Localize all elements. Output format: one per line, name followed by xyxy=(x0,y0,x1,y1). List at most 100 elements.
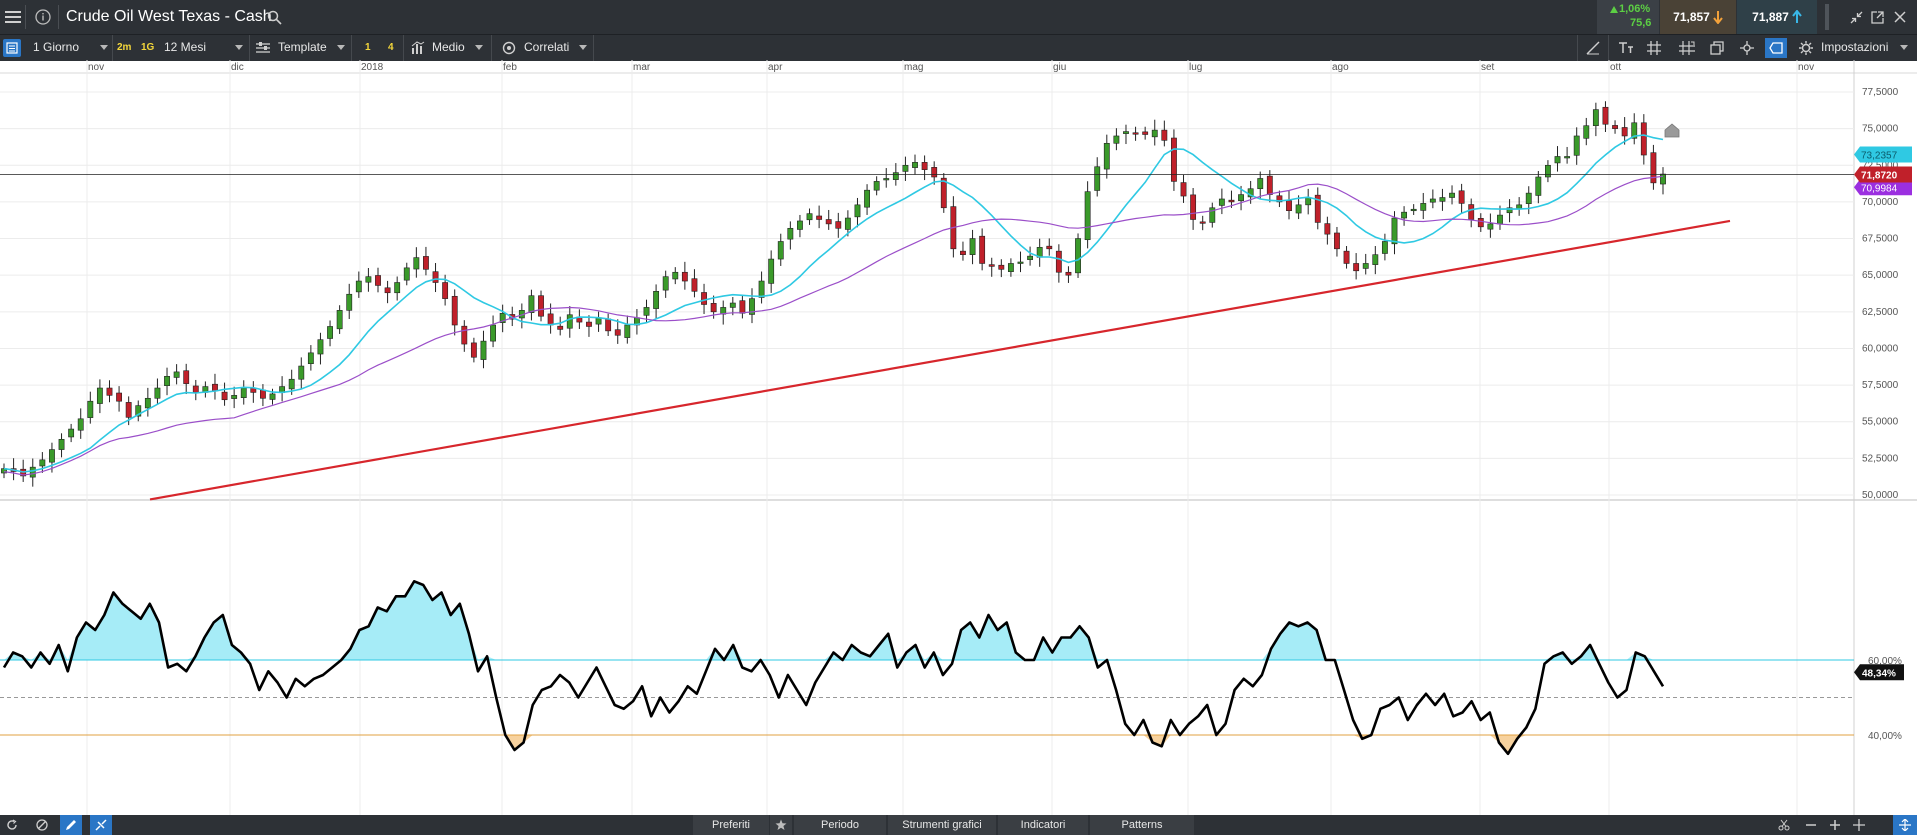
magnet-icon[interactable] xyxy=(90,815,112,835)
candle-body xyxy=(1276,195,1283,203)
panel-icon[interactable] xyxy=(3,39,21,57)
close-icon[interactable] xyxy=(1891,8,1909,26)
tab-strumenti-grafici[interactable]: Strumenti grafici xyxy=(888,815,996,835)
correlated-select[interactable]: Correlati xyxy=(524,40,570,54)
x-axis-label: mar xyxy=(633,62,651,73)
candle-body xyxy=(758,280,765,298)
candle-body xyxy=(1075,238,1081,274)
candle-body xyxy=(739,300,746,314)
candle-body xyxy=(1190,194,1197,220)
candle-body xyxy=(873,181,880,191)
scrollbar-handle[interactable] xyxy=(1825,4,1829,30)
chart-grid xyxy=(0,60,1917,815)
buy-button[interactable]: 71,887 xyxy=(1737,0,1817,34)
title-bar: Crude Oil West Texas - Cash 1,06% 75,6 7… xyxy=(0,0,1917,34)
tab-periodo[interactable]: Periodo xyxy=(794,815,886,835)
price-chart[interactable]: nov dic 2018 feb mar apr mag giu lug ago set ott nov… xyxy=(0,60,1917,815)
candle-body xyxy=(1535,176,1542,196)
candle-body xyxy=(1334,232,1340,250)
range-chevron-down-icon[interactable] xyxy=(235,45,243,50)
refresh-icon[interactable] xyxy=(3,816,21,834)
template-select[interactable]: Template xyxy=(278,40,327,54)
candle-body xyxy=(749,298,755,315)
grid-icon[interactable] xyxy=(1645,39,1663,57)
fit-height-icon[interactable] xyxy=(1893,815,1917,835)
zoom-in-icon[interactable] xyxy=(1826,816,1844,834)
candle-body xyxy=(1573,135,1580,156)
gear-icon[interactable] xyxy=(1797,39,1815,57)
candle-body xyxy=(1161,129,1168,141)
preset-2m-button[interactable]: 2m xyxy=(117,42,132,53)
home-icon[interactable] xyxy=(1664,123,1680,138)
settings-chevron-down-icon[interactable] xyxy=(1900,45,1908,50)
candle-body xyxy=(614,329,621,336)
candle-body xyxy=(269,393,276,400)
zoom-out-icon[interactable] xyxy=(1802,816,1820,834)
candle-body xyxy=(87,400,94,418)
template-icon[interactable] xyxy=(255,40,271,56)
correlated-chevron-down-icon[interactable] xyxy=(579,45,587,50)
x-axis-label: mag xyxy=(904,62,923,73)
oscillator-panel xyxy=(0,580,1854,756)
change-percent: 1,06% xyxy=(1619,3,1651,15)
volume-select[interactable]: Medio xyxy=(432,40,465,54)
candle-body xyxy=(1055,250,1062,273)
y-axis-label: 50,0000 xyxy=(1862,490,1899,501)
candle-body xyxy=(864,189,870,208)
sell-button[interactable]: 71,857 xyxy=(1660,0,1736,34)
scissors-icon[interactable] xyxy=(1775,816,1793,834)
template-chevron-down-icon[interactable] xyxy=(337,45,345,50)
text-tool-icon[interactable] xyxy=(1617,39,1635,57)
trend-line[interactable] xyxy=(149,219,1731,501)
cancel-icon[interactable] xyxy=(33,816,51,834)
candle-body xyxy=(1266,175,1273,195)
popout-icon[interactable] xyxy=(1868,8,1886,26)
candle-body xyxy=(1314,194,1321,223)
pan-icon[interactable] xyxy=(1850,816,1868,834)
x-axis-label: giu xyxy=(1053,62,1066,73)
layout-1-button[interactable]: 1 xyxy=(365,42,371,53)
candle-body xyxy=(1592,109,1599,127)
candle-body xyxy=(825,219,832,225)
tab-preferiti[interactable]: Preferiti xyxy=(693,815,769,835)
range-select[interactable]: 12 Mesi xyxy=(164,40,207,54)
slow-ma-tag: 70,9984 xyxy=(1861,183,1898,194)
candle-body xyxy=(1123,131,1129,134)
copy-icon[interactable] xyxy=(1708,39,1726,57)
tab-patterns[interactable]: Patterns xyxy=(1090,815,1194,835)
change-box: 1,06% 75,6 xyxy=(1597,0,1659,34)
menu-icon[interactable] xyxy=(4,8,22,26)
candle-body xyxy=(183,370,190,384)
crosshair-grid-icon[interactable] xyxy=(1678,39,1696,57)
volume-chevron-down-icon[interactable] xyxy=(475,45,483,50)
info-icon[interactable] xyxy=(34,8,52,26)
tab-indicatori[interactable]: Indicatori xyxy=(998,815,1088,835)
interval-chevron-down-icon[interactable] xyxy=(100,45,108,50)
candle-body xyxy=(988,264,995,267)
minimize-icon[interactable] xyxy=(1847,8,1865,26)
pencil-icon[interactable] xyxy=(60,815,82,835)
candle-body xyxy=(1362,263,1369,269)
correlated-icon[interactable] xyxy=(501,40,517,56)
bottom-bar: Preferiti Periodo Strumenti grafici Indi… xyxy=(0,815,1917,835)
candle-body xyxy=(797,220,803,230)
interval-select[interactable]: 1 Giorno xyxy=(33,40,80,54)
layout-4-button[interactable]: 4 xyxy=(388,42,394,53)
y-axis-label: 55,0000 xyxy=(1862,417,1899,428)
candle-body xyxy=(1027,255,1034,260)
oscillator-overbought-fill xyxy=(4,581,1663,660)
preset-1g-button[interactable]: 1G xyxy=(141,42,155,53)
candle-body xyxy=(1429,198,1436,203)
volume-icon[interactable] xyxy=(410,40,426,56)
star-icon[interactable] xyxy=(770,815,792,835)
settings-button[interactable]: Impostazioni xyxy=(1821,40,1889,54)
candle-body xyxy=(1564,156,1571,159)
selection-tool-icon[interactable] xyxy=(1765,38,1787,58)
candle-body xyxy=(1401,211,1408,219)
candle-body xyxy=(816,215,823,220)
draw-line-icon[interactable] xyxy=(1584,39,1602,57)
search-icon[interactable] xyxy=(265,8,283,26)
candle-body xyxy=(1631,122,1638,139)
x-axis-label: nov xyxy=(1798,62,1814,73)
crosshair-icon[interactable] xyxy=(1738,39,1756,57)
